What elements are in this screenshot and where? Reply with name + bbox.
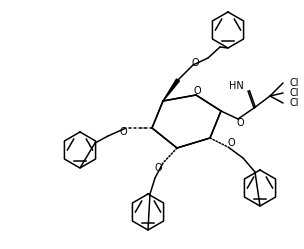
Text: Cl: Cl xyxy=(290,88,299,98)
Text: O: O xyxy=(191,58,199,68)
Text: HN: HN xyxy=(229,81,244,91)
Text: Cl: Cl xyxy=(290,98,299,108)
Text: O: O xyxy=(154,163,162,173)
Text: O: O xyxy=(236,118,244,128)
Text: Cl: Cl xyxy=(290,78,299,88)
Text: O: O xyxy=(119,127,127,137)
Polygon shape xyxy=(163,79,179,101)
Text: O: O xyxy=(193,86,201,96)
Text: O: O xyxy=(227,138,235,148)
